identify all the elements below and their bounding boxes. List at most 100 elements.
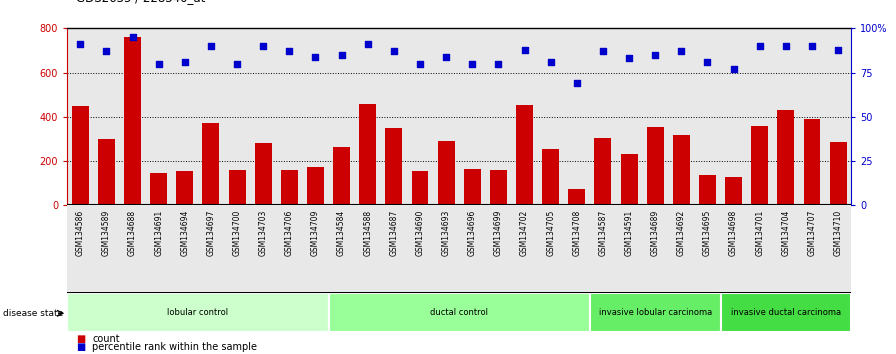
Text: GSM134688: GSM134688 xyxy=(128,210,137,256)
Point xyxy=(753,43,767,49)
Bar xyxy=(542,149,559,205)
Bar xyxy=(778,110,795,205)
Text: GSM134694: GSM134694 xyxy=(180,210,189,256)
Bar xyxy=(699,176,716,205)
Bar xyxy=(67,293,329,332)
Bar xyxy=(202,124,220,205)
Text: GSM134693: GSM134693 xyxy=(442,210,451,256)
Point xyxy=(596,48,610,54)
Point xyxy=(727,66,741,72)
Bar xyxy=(359,104,376,205)
Text: ■: ■ xyxy=(76,334,85,344)
Bar xyxy=(228,170,246,205)
Point xyxy=(99,48,114,54)
Text: ■: ■ xyxy=(76,342,85,352)
Point xyxy=(805,43,819,49)
Text: GSM134705: GSM134705 xyxy=(547,210,556,256)
Point xyxy=(203,43,218,49)
Text: GSM134589: GSM134589 xyxy=(102,210,111,256)
Bar xyxy=(594,138,611,205)
Bar xyxy=(437,141,454,205)
Point xyxy=(256,43,271,49)
Text: GSM134702: GSM134702 xyxy=(520,210,529,256)
Bar xyxy=(333,147,350,205)
Point xyxy=(622,56,636,61)
Point xyxy=(491,61,505,67)
Bar xyxy=(254,143,271,205)
Point xyxy=(177,59,192,65)
Bar xyxy=(720,293,851,332)
Bar xyxy=(124,37,141,205)
Point xyxy=(73,41,88,47)
Bar xyxy=(516,105,533,205)
Point xyxy=(648,52,662,58)
Text: GSM134587: GSM134587 xyxy=(599,210,607,256)
Text: GSM134584: GSM134584 xyxy=(337,210,346,256)
Point xyxy=(230,61,245,67)
Bar xyxy=(725,177,742,205)
Text: GSM134699: GSM134699 xyxy=(494,210,503,256)
Text: GSM134700: GSM134700 xyxy=(233,210,242,256)
Text: GSM134588: GSM134588 xyxy=(363,210,372,256)
Point xyxy=(517,47,531,52)
Point xyxy=(779,43,793,49)
Bar xyxy=(385,128,402,205)
Text: GSM134709: GSM134709 xyxy=(311,210,320,256)
Text: GSM134690: GSM134690 xyxy=(416,210,425,256)
Text: GSM134710: GSM134710 xyxy=(833,210,842,256)
Bar xyxy=(621,154,638,205)
Text: ductal control: ductal control xyxy=(430,308,488,317)
Bar xyxy=(411,171,428,205)
Bar xyxy=(673,135,690,205)
Bar xyxy=(280,170,297,205)
Point xyxy=(308,54,323,59)
Bar xyxy=(804,119,821,205)
Point xyxy=(544,59,558,65)
Point xyxy=(570,80,584,86)
Bar xyxy=(67,205,851,294)
Text: GSM134707: GSM134707 xyxy=(807,210,816,256)
Text: GSM134703: GSM134703 xyxy=(259,210,268,256)
Text: percentile rank within the sample: percentile rank within the sample xyxy=(92,342,257,352)
Text: GSM134691: GSM134691 xyxy=(154,210,163,256)
Bar xyxy=(307,167,324,205)
Point xyxy=(701,59,715,65)
Bar xyxy=(98,139,115,205)
Bar xyxy=(329,293,590,332)
Bar xyxy=(490,170,507,205)
Point xyxy=(334,52,349,58)
Point xyxy=(439,54,453,59)
Text: GSM134706: GSM134706 xyxy=(285,210,294,256)
Text: invasive lobular carcinoma: invasive lobular carcinoma xyxy=(599,308,711,317)
Bar xyxy=(590,293,720,332)
Point xyxy=(360,41,375,47)
Bar xyxy=(177,171,194,205)
Bar xyxy=(72,106,89,205)
Text: invasive ductal carcinoma: invasive ductal carcinoma xyxy=(731,308,841,317)
Text: GSM134704: GSM134704 xyxy=(781,210,790,256)
Text: GSM134695: GSM134695 xyxy=(703,210,712,256)
Point xyxy=(413,61,427,67)
Text: GSM134591: GSM134591 xyxy=(625,210,633,256)
Text: disease state: disease state xyxy=(3,309,63,318)
Point xyxy=(387,48,401,54)
Point xyxy=(465,61,479,67)
Text: GSM134692: GSM134692 xyxy=(676,210,685,256)
Point xyxy=(125,34,140,40)
Bar xyxy=(151,173,168,205)
Bar xyxy=(830,142,847,205)
Text: GDS2635 / 228340_at: GDS2635 / 228340_at xyxy=(76,0,205,4)
Text: GSM134687: GSM134687 xyxy=(390,210,399,256)
Point xyxy=(831,47,845,52)
Point xyxy=(151,61,166,67)
Point xyxy=(282,48,297,54)
Text: count: count xyxy=(92,334,120,344)
Bar xyxy=(464,169,481,205)
Text: GSM134708: GSM134708 xyxy=(573,210,582,256)
Bar xyxy=(647,127,664,205)
Text: GSM134696: GSM134696 xyxy=(468,210,477,256)
Text: GSM134697: GSM134697 xyxy=(206,210,215,256)
Text: GSM134701: GSM134701 xyxy=(755,210,764,256)
Text: lobular control: lobular control xyxy=(168,308,228,317)
Point xyxy=(674,48,688,54)
